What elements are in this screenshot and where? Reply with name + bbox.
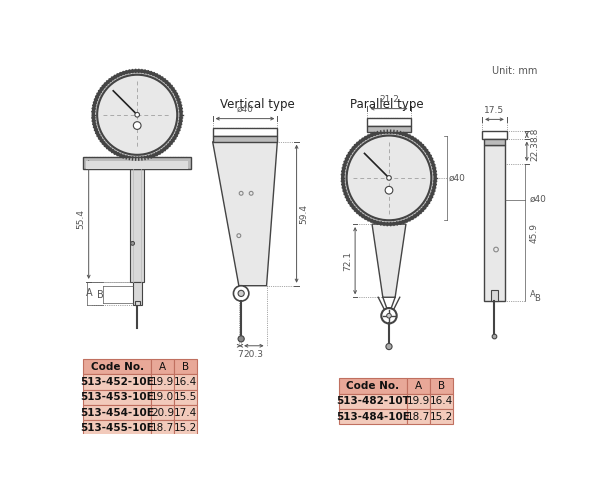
Text: B: B <box>438 381 445 391</box>
Circle shape <box>238 290 244 297</box>
Text: 45.9: 45.9 <box>530 223 539 243</box>
Text: 15.2: 15.2 <box>174 423 197 433</box>
Circle shape <box>386 344 392 349</box>
Bar <box>212 128 277 136</box>
Text: Code No.: Code No. <box>91 362 144 371</box>
Text: A: A <box>414 381 422 391</box>
Circle shape <box>347 136 431 220</box>
Bar <box>482 131 507 139</box>
Text: A: A <box>530 290 535 300</box>
Bar <box>483 139 505 145</box>
Text: A: A <box>159 362 166 371</box>
Bar <box>151 389 174 405</box>
Text: 19.9: 19.9 <box>151 377 174 387</box>
Text: 20.3: 20.3 <box>244 349 264 359</box>
Circle shape <box>133 122 141 129</box>
Text: 513-452-10E: 513-452-10E <box>80 377 154 387</box>
Bar <box>407 409 430 424</box>
Bar <box>151 374 174 389</box>
Bar <box>339 393 407 409</box>
Bar <box>130 169 144 282</box>
Circle shape <box>238 336 244 342</box>
Text: 18.7: 18.7 <box>151 423 174 433</box>
Circle shape <box>492 334 497 339</box>
Bar <box>367 125 411 132</box>
Text: 513-454-10E: 513-454-10E <box>80 408 154 418</box>
Text: Vertical type: Vertical type <box>220 98 295 111</box>
Text: 20.9: 20.9 <box>151 408 174 418</box>
Text: ø40: ø40 <box>530 195 547 204</box>
Bar <box>174 389 197 405</box>
Text: 16.4: 16.4 <box>430 396 453 406</box>
Bar <box>430 409 453 424</box>
Text: 21.2: 21.2 <box>379 95 399 104</box>
Bar <box>430 378 453 393</box>
Bar <box>367 118 411 125</box>
Text: 19.0: 19.0 <box>151 392 174 403</box>
Text: 16.4: 16.4 <box>174 377 197 387</box>
Bar <box>174 374 197 389</box>
Bar <box>212 136 277 142</box>
Text: Parallel type: Parallel type <box>350 98 424 111</box>
Circle shape <box>93 71 181 159</box>
Text: B: B <box>534 294 540 304</box>
Bar <box>83 359 151 374</box>
Text: 7: 7 <box>237 349 243 359</box>
Bar <box>151 359 174 374</box>
Bar <box>174 359 197 374</box>
Bar <box>430 393 453 409</box>
Text: 18.7: 18.7 <box>407 411 430 422</box>
Bar <box>483 145 505 301</box>
Text: 513-453-10E: 513-453-10E <box>80 392 154 403</box>
Bar <box>151 405 174 421</box>
Bar <box>87 161 188 169</box>
Circle shape <box>387 313 391 318</box>
Circle shape <box>385 186 393 194</box>
Circle shape <box>381 308 397 324</box>
Bar <box>491 289 497 301</box>
Bar <box>132 282 142 305</box>
Circle shape <box>343 132 435 224</box>
Polygon shape <box>212 142 277 285</box>
Bar <box>83 389 151 405</box>
Circle shape <box>387 176 391 180</box>
Text: 22.3: 22.3 <box>530 142 539 161</box>
Bar <box>83 421 151 436</box>
Bar <box>151 421 174 436</box>
Text: B: B <box>182 362 189 371</box>
Text: Unit: mm: Unit: mm <box>492 66 538 76</box>
Text: A: A <box>86 288 93 298</box>
Text: ø40: ø40 <box>448 173 465 183</box>
Bar <box>407 393 430 409</box>
Text: 72.1: 72.1 <box>343 251 352 271</box>
Circle shape <box>234 285 249 301</box>
Circle shape <box>131 242 134 245</box>
Text: 513-484-10E: 513-484-10E <box>336 411 410 422</box>
Text: 15.5: 15.5 <box>174 392 197 403</box>
Bar <box>83 405 151 421</box>
Text: 19.9: 19.9 <box>407 396 430 406</box>
Circle shape <box>135 112 140 117</box>
Text: 59.4: 59.4 <box>299 203 309 224</box>
Circle shape <box>97 75 177 155</box>
Text: 513-455-10E: 513-455-10E <box>80 423 154 433</box>
Text: 17.5: 17.5 <box>485 106 505 115</box>
Bar <box>135 301 140 305</box>
Bar <box>83 157 191 169</box>
Text: Code No.: Code No. <box>346 381 399 391</box>
Text: 55.4: 55.4 <box>77 209 86 229</box>
Bar <box>407 378 430 393</box>
Bar <box>174 405 197 421</box>
Text: 15.2: 15.2 <box>430 411 453 422</box>
Text: 17.4: 17.4 <box>174 408 197 418</box>
Text: B: B <box>97 289 103 300</box>
Text: ø40: ø40 <box>237 105 253 114</box>
Bar <box>83 374 151 389</box>
Bar <box>339 378 407 393</box>
Polygon shape <box>372 224 406 297</box>
Text: 513-482-10T: 513-482-10T <box>336 396 410 406</box>
Text: 8.8: 8.8 <box>530 127 539 142</box>
Bar <box>174 421 197 436</box>
Bar <box>339 409 407 424</box>
